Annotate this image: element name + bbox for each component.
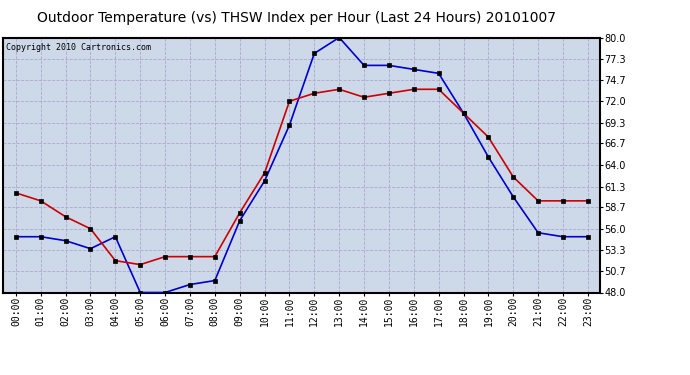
Text: Copyright 2010 Cartronics.com: Copyright 2010 Cartronics.com [6,43,151,52]
Text: Outdoor Temperature (vs) THSW Index per Hour (Last 24 Hours) 20101007: Outdoor Temperature (vs) THSW Index per … [37,11,556,25]
